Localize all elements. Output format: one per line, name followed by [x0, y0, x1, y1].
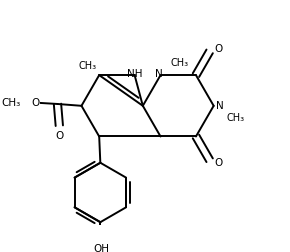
Text: N: N — [155, 69, 163, 79]
Text: CH₃: CH₃ — [227, 113, 245, 123]
Text: N: N — [216, 101, 224, 111]
Text: OH: OH — [93, 244, 109, 252]
Text: CH₃: CH₃ — [79, 60, 97, 71]
Text: CH₃: CH₃ — [2, 98, 21, 108]
Text: NH: NH — [127, 70, 143, 79]
Text: CH₃: CH₃ — [170, 57, 188, 68]
Text: O: O — [215, 44, 223, 54]
Text: O: O — [215, 158, 223, 168]
Text: O: O — [56, 131, 64, 141]
Text: O: O — [32, 98, 40, 108]
